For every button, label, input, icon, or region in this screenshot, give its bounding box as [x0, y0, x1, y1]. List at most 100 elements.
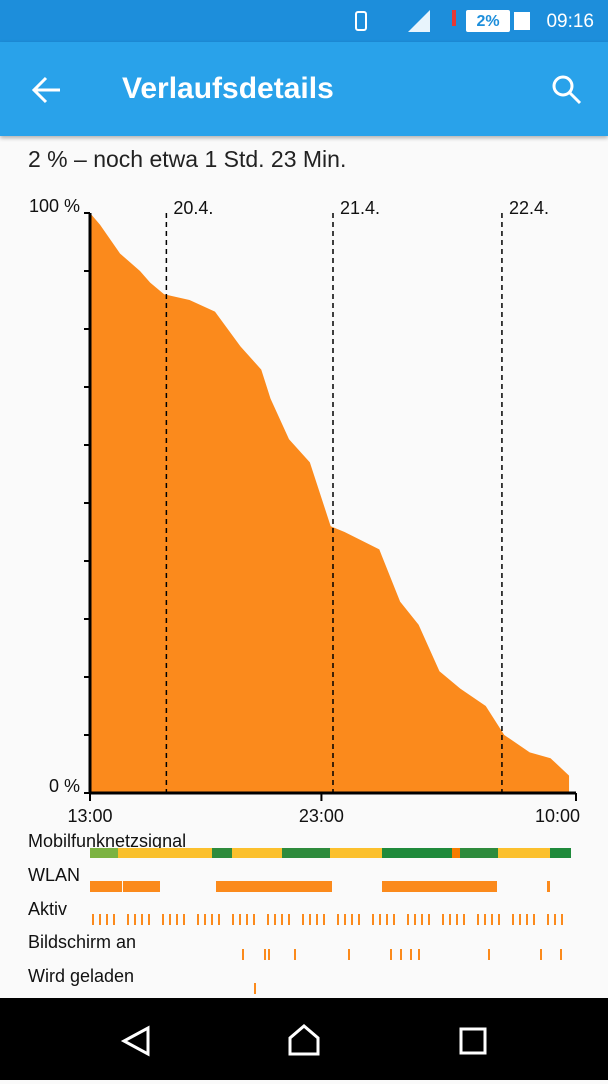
active-mark — [211, 914, 213, 925]
signal-segment — [330, 848, 382, 858]
active-mark — [442, 914, 444, 925]
screen-mark — [390, 949, 392, 960]
signal-icon — [408, 10, 430, 32]
screen-mark — [418, 949, 420, 960]
track-label: Aktiv — [28, 899, 67, 919]
screen-mark — [348, 949, 350, 960]
active-mark — [162, 914, 164, 925]
active-mark — [547, 914, 549, 925]
active-mark — [428, 914, 430, 925]
signal-segment — [382, 848, 452, 858]
active-mark — [141, 914, 143, 925]
active-mark — [449, 914, 451, 925]
active-mark — [281, 914, 283, 925]
nav-bar — [0, 998, 608, 1080]
wlan-segment — [216, 881, 332, 892]
active-mark — [99, 914, 101, 925]
active-mark — [274, 914, 276, 925]
active-mark — [267, 914, 269, 925]
active-mark — [106, 914, 108, 925]
clock: 09:16 — [546, 11, 594, 32]
screen-mark — [400, 949, 402, 960]
signal-segment — [212, 848, 232, 858]
track-label: Wird geladen — [28, 966, 134, 986]
x-tick-label: 13:00 — [67, 806, 112, 826]
active-mark — [316, 914, 318, 925]
active-mark — [148, 914, 150, 925]
signal-segment — [550, 848, 571, 858]
search-button[interactable] — [552, 75, 582, 105]
x-tick-label: 10:00 — [535, 806, 580, 826]
active-mark — [218, 914, 220, 925]
battery-area — [90, 213, 570, 793]
back-button[interactable] — [31, 76, 60, 104]
title: Verlaufsdetails — [122, 72, 334, 105]
active-mark — [351, 914, 353, 925]
signal-segment — [90, 848, 118, 858]
active-mark — [498, 914, 500, 925]
active-mark — [554, 914, 556, 925]
x-tick-label: 23:00 — [299, 806, 344, 826]
wlan-segment — [123, 881, 160, 892]
signal-segment — [452, 848, 460, 858]
status-bar: 2% 09:16 — [0, 0, 608, 42]
signal-segment — [232, 848, 282, 858]
screen-mark — [264, 949, 266, 960]
active-mark — [127, 914, 129, 925]
active-mark — [204, 914, 206, 925]
home-nav[interactable] — [288, 1024, 320, 1056]
active-mark — [484, 914, 486, 925]
signal-segment — [160, 848, 212, 858]
recents-nav[interactable] — [459, 1027, 487, 1055]
signal-segment — [282, 848, 330, 858]
screen-mark — [410, 949, 412, 960]
active-mark — [463, 914, 465, 925]
active-mark — [92, 914, 94, 925]
battery-icon — [466, 10, 510, 32]
battery-level: 2% — [476, 13, 499, 30]
active-mark — [113, 914, 115, 925]
wlan-segment — [382, 881, 497, 892]
back-nav[interactable] — [120, 1025, 150, 1057]
battery-chart: 20.4. 21.4. 22.4. 0 % 100 % 13:00 23:00 10:00 Mo… — [28, 196, 580, 994]
active-mark — [421, 914, 423, 925]
vibrate-icon — [355, 11, 367, 31]
app-bar-icons — [31, 75, 582, 105]
active-mark — [491, 914, 493, 925]
active-mark — [456, 914, 458, 925]
signal-segment — [498, 848, 550, 858]
active-mark — [323, 914, 325, 925]
active-mark — [526, 914, 528, 925]
screen-mark — [560, 949, 562, 960]
signal-segment — [460, 848, 498, 858]
screen-mark — [488, 949, 490, 960]
wlan-segment — [547, 881, 550, 892]
charging-mark — [254, 983, 256, 994]
nav-icons — [120, 1024, 487, 1057]
date-label: 21.4. — [340, 198, 380, 218]
track-label: WLAN — [28, 865, 80, 885]
active-mark — [358, 914, 360, 925]
alert-icon — [452, 10, 456, 26]
active-mark — [533, 914, 535, 925]
date-label: 22.4. — [509, 198, 549, 218]
active-mark — [337, 914, 339, 925]
active-mark — [477, 914, 479, 925]
active-mark — [519, 914, 521, 925]
status-icons: 2% 09:16 — [355, 10, 594, 32]
signal-segment — [118, 848, 160, 858]
screen-mark — [268, 949, 270, 960]
active-mark — [414, 914, 416, 925]
screen-mark — [242, 949, 244, 960]
active-mark — [288, 914, 290, 925]
wlan-segment — [90, 881, 122, 892]
active-mark — [197, 914, 199, 925]
active-mark — [253, 914, 255, 925]
app-bar: Verlaufsdetails — [0, 42, 608, 136]
screen-mark — [294, 949, 296, 960]
charge-icon — [514, 12, 530, 30]
active-mark — [239, 914, 241, 925]
active-mark — [407, 914, 409, 925]
active-mark — [372, 914, 374, 925]
